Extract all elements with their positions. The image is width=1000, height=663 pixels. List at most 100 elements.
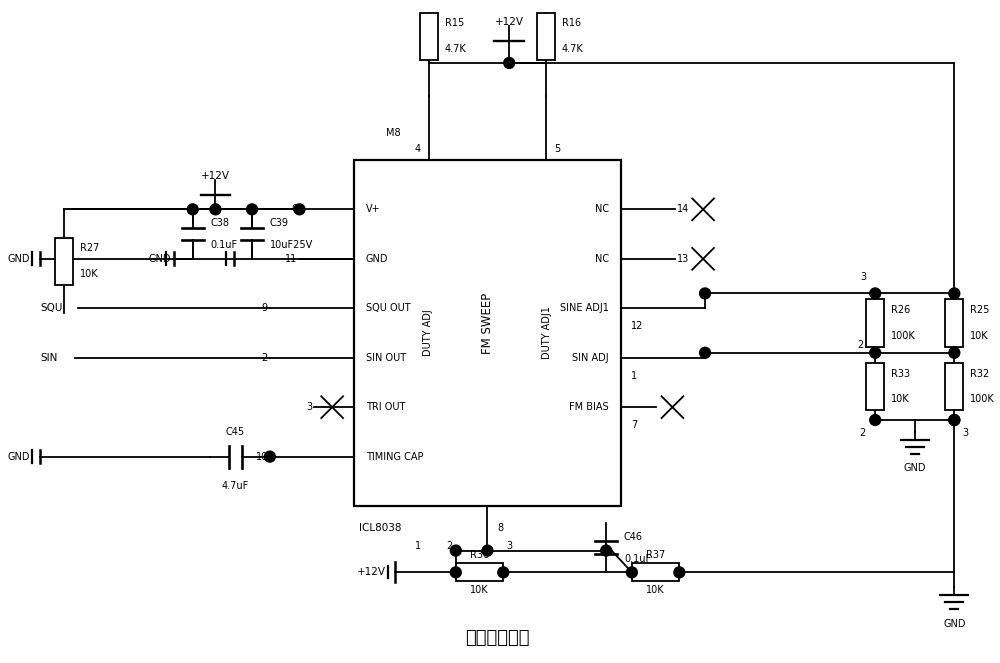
- Text: 10uF25V: 10uF25V: [270, 240, 313, 250]
- Text: SQU OUT: SQU OUT: [366, 303, 410, 313]
- Bar: [456, 564, 503, 581]
- Bar: [55, 237, 73, 285]
- Text: 2: 2: [859, 428, 865, 438]
- Circle shape: [264, 452, 275, 462]
- Text: 12: 12: [631, 321, 643, 331]
- Text: GND: GND: [8, 254, 30, 264]
- Bar: [866, 300, 884, 347]
- Bar: [945, 363, 963, 410]
- Bar: [945, 300, 963, 347]
- Text: 2: 2: [857, 340, 863, 350]
- Circle shape: [210, 204, 221, 215]
- Text: V+: V+: [366, 204, 380, 214]
- Text: SIN ADJ: SIN ADJ: [572, 353, 609, 363]
- Circle shape: [450, 545, 461, 556]
- Text: R32: R32: [970, 369, 989, 379]
- Circle shape: [450, 567, 461, 577]
- Text: 4: 4: [415, 144, 421, 154]
- Text: R27: R27: [80, 243, 99, 253]
- Text: R33: R33: [891, 369, 910, 379]
- Text: 10K: 10K: [646, 585, 665, 595]
- Text: SIN OUT: SIN OUT: [366, 353, 406, 363]
- Text: +12V: +12V: [495, 17, 524, 27]
- Circle shape: [949, 414, 960, 426]
- Bar: [632, 564, 679, 581]
- Text: 3: 3: [860, 272, 866, 282]
- Text: 7: 7: [631, 420, 637, 430]
- Circle shape: [870, 414, 881, 426]
- Circle shape: [247, 204, 257, 215]
- Text: 1: 1: [415, 540, 421, 550]
- Text: FM BIAS: FM BIAS: [569, 402, 609, 412]
- Text: GND: GND: [148, 254, 171, 264]
- Circle shape: [700, 288, 711, 299]
- Text: C46: C46: [624, 532, 643, 542]
- Text: SQU: SQU: [40, 303, 63, 313]
- Text: R25: R25: [970, 305, 990, 315]
- Text: GND: GND: [8, 452, 30, 461]
- Text: 8: 8: [497, 523, 503, 533]
- Circle shape: [294, 204, 305, 215]
- Text: C45: C45: [226, 427, 245, 437]
- Text: 3: 3: [506, 540, 512, 550]
- Text: 10K: 10K: [891, 394, 910, 404]
- Text: 信号频率调节: 信号频率调节: [465, 629, 530, 646]
- Text: R16: R16: [562, 19, 581, 29]
- Text: 13: 13: [677, 254, 690, 264]
- Text: 3: 3: [306, 402, 312, 412]
- Text: SINE ADJ1: SINE ADJ1: [560, 303, 609, 313]
- Text: 4.7K: 4.7K: [445, 44, 466, 54]
- Text: 14: 14: [677, 204, 690, 214]
- Text: 4.7K: 4.7K: [562, 44, 584, 54]
- Circle shape: [949, 288, 960, 299]
- Text: 3: 3: [962, 428, 968, 438]
- Bar: [354, 160, 621, 506]
- Text: 100K: 100K: [891, 331, 916, 341]
- Text: R37: R37: [646, 550, 665, 560]
- Text: DUTY ADJ: DUTY ADJ: [423, 310, 433, 356]
- Text: GND: GND: [366, 254, 388, 264]
- Circle shape: [700, 347, 711, 358]
- Text: FM SWEEP: FM SWEEP: [481, 292, 494, 354]
- Text: C39: C39: [270, 218, 289, 228]
- Circle shape: [498, 567, 509, 577]
- Circle shape: [949, 414, 960, 426]
- Text: SIN: SIN: [40, 353, 58, 363]
- Text: GND: GND: [904, 463, 926, 473]
- Text: 5: 5: [554, 144, 560, 154]
- Text: R36: R36: [470, 550, 489, 560]
- Circle shape: [482, 545, 493, 556]
- Circle shape: [674, 567, 685, 577]
- Text: R15: R15: [445, 19, 464, 29]
- Text: TIMING CAP: TIMING CAP: [366, 452, 423, 461]
- Text: 6: 6: [291, 204, 298, 214]
- Text: 0.1uF: 0.1uF: [624, 554, 651, 564]
- Bar: [537, 13, 555, 60]
- Circle shape: [504, 58, 515, 68]
- Text: 9: 9: [262, 303, 268, 313]
- Text: +12V: +12V: [201, 170, 230, 181]
- Circle shape: [601, 545, 612, 556]
- Text: +12V: +12V: [357, 568, 386, 577]
- Text: M8: M8: [386, 128, 401, 138]
- Circle shape: [187, 204, 198, 215]
- Text: ICL8038: ICL8038: [359, 523, 401, 533]
- Text: GND: GND: [943, 619, 966, 629]
- Text: NC: NC: [595, 254, 609, 264]
- Text: 100K: 100K: [970, 394, 995, 404]
- Bar: [866, 363, 884, 410]
- Text: 0.1uF: 0.1uF: [210, 240, 238, 250]
- Bar: [420, 13, 438, 60]
- Text: 11: 11: [285, 254, 298, 264]
- Text: C38: C38: [210, 218, 229, 228]
- Text: 4.7uF: 4.7uF: [222, 481, 249, 491]
- Text: NC: NC: [595, 204, 609, 214]
- Text: 2: 2: [262, 353, 268, 363]
- Text: 10: 10: [256, 452, 268, 461]
- Text: DUTY ADJ1: DUTY ADJ1: [542, 306, 552, 359]
- Circle shape: [949, 347, 960, 358]
- Text: 10K: 10K: [970, 331, 989, 341]
- Circle shape: [870, 288, 881, 299]
- Text: R26: R26: [891, 305, 910, 315]
- Circle shape: [626, 567, 637, 577]
